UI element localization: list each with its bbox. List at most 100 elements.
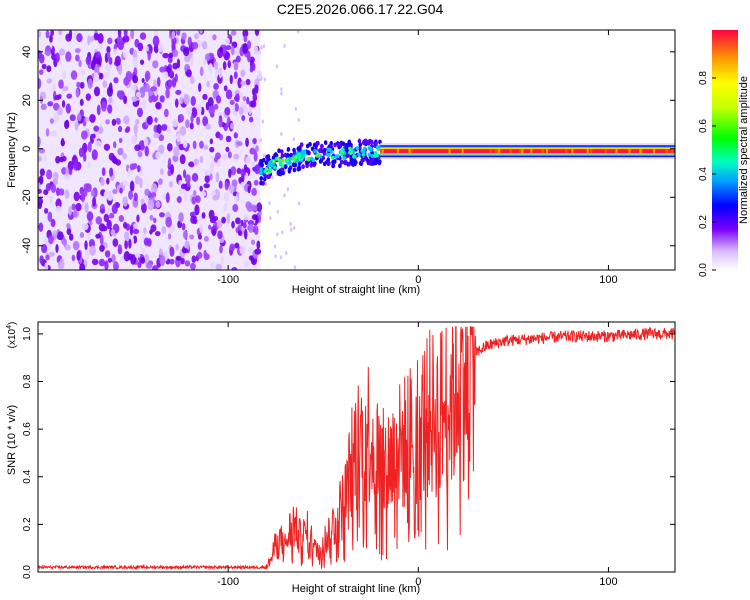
- spectrogram-noise-background: [38, 30, 261, 270]
- spectrogram-noise-blob: [166, 126, 171, 135]
- spectrogram-noise-blob: [137, 42, 144, 52]
- spectrogram-onset-blob: [277, 148, 281, 154]
- spectrogram-noise-blob: [264, 181, 268, 186]
- colorbar-tick-label: 0.6: [698, 119, 709, 133]
- spectrogram-noise-blob: [175, 244, 179, 251]
- spectrogram-onset-blob: [280, 153, 285, 159]
- spectrogram-onset-peak: [313, 149, 318, 154]
- spectrogram-onset-blob: [320, 144, 324, 150]
- spectrogram-onset-blob: [279, 149, 284, 155]
- spectrogram-noise-blob: [212, 34, 217, 41]
- spectrogram-noise-blob: [122, 222, 128, 229]
- spectrogram-noise-blob: [274, 254, 277, 259]
- spectrogram-noise-blob: [155, 102, 161, 110]
- spectrogram-noise-blob: [203, 235, 209, 242]
- spectrogram-noise-blob: [104, 250, 111, 258]
- spectrogram-noise-blob: [116, 35, 123, 45]
- spectrogram-noise-blob: [213, 103, 219, 110]
- spectrogram-noise-blob: [181, 32, 187, 40]
- spectrogram-noise-blob: [76, 113, 82, 122]
- spectrogram-onset-peak: [281, 158, 285, 163]
- spectrogram-noise-blob: [110, 229, 116, 236]
- spectrogram-noise-blob: [130, 30, 135, 40]
- snr-scale-label: (x104): [6, 322, 18, 349]
- spectrogram-noise-blob: [167, 79, 173, 88]
- snr-panel: -100 0 100 0.0 0.2 0.4 0.6 0.8 1.0 Height of str…: [6, 321, 676, 595]
- spectrogram-noise-blob: [122, 152, 127, 160]
- spectrogram-noise-blob: [45, 127, 50, 137]
- spectrogram-noise-blob: [235, 93, 240, 103]
- spectrogram-noise-blob: [159, 66, 166, 73]
- spectrogram-noise-blob: [106, 46, 111, 54]
- spectrogram-noise-blob: [92, 133, 96, 139]
- spectrogram-onset-blob: [347, 161, 352, 167]
- spectrogram-noise-blob: [180, 183, 187, 190]
- spectrogram-noise-blob: [131, 85, 137, 92]
- spectrogram-noise-blob: [65, 166, 69, 176]
- spectrogram-noise-blob: [135, 118, 140, 125]
- spectrogram-noise-blob: [208, 209, 215, 220]
- spectrogram-noise-blob: [185, 119, 190, 129]
- spectrogram-noise-blob: [107, 207, 111, 216]
- spectrogram-carrier-speckle: [586, 149, 589, 154]
- spectrogram-noise-blob: [182, 230, 188, 239]
- spectrogram-noise-blob: [233, 132, 238, 139]
- spectrogram-noise-blob: [46, 169, 53, 180]
- spectrogram-noise-blob: [124, 231, 130, 241]
- spectrogram-onset-peak: [272, 159, 276, 164]
- spectrogram-noise-blob: [38, 78, 42, 89]
- spectrogram-noise-blob: [257, 70, 263, 80]
- spectrogram-noise-blob: [247, 220, 255, 226]
- spectrogram-onset-blob: [309, 162, 313, 168]
- spectrogram-carrier-speckle: [615, 149, 618, 154]
- spectrogram-noise-blob: [192, 140, 197, 150]
- spectrogram-noise-blob: [139, 177, 143, 189]
- spectrogram-noise-blob: [171, 36, 177, 46]
- spectrogram-noise-blob: [52, 102, 60, 111]
- spectrogram-onset-blob: [333, 142, 337, 148]
- snr-xtick-label: 0: [415, 576, 421, 588]
- spectrogram-noise-blob: [232, 203, 239, 213]
- spectrogram-onset-blob: [360, 158, 364, 163]
- spectrogram-noise-blob: [174, 98, 179, 108]
- spectrogram-noise-blob: [251, 239, 256, 245]
- spectrogram-noise-blob: [48, 235, 54, 245]
- spectrogram-noise-blob: [38, 155, 43, 163]
- spectrogram-noise-blob: [104, 71, 110, 79]
- spectrogram-noise-blob: [196, 215, 203, 222]
- spectrogram-noise-blob: [50, 183, 57, 193]
- spectrogram-onset-blob: [301, 164, 305, 170]
- spectrogram-carrier-speckle: [590, 149, 593, 154]
- spectrogram-noise-blob: [250, 204, 258, 212]
- spectrogram-noise-blob: [193, 158, 199, 166]
- spectrogram-onset-blob: [367, 138, 372, 144]
- spectrogram-noise-blob: [182, 169, 187, 179]
- spectrogram-noise-blob: [161, 226, 167, 234]
- spectrogram-noise-blob: [253, 179, 259, 186]
- spectrogram-onset-peak: [331, 155, 335, 160]
- spectrogram-onset-peak: [259, 167, 263, 172]
- spectrogram-noise-blob: [222, 61, 227, 71]
- snr-axes: -100 0 100 0.0 0.2 0.4 0.6 0.8 1.0: [22, 322, 675, 588]
- spectrogram-noise-blob: [252, 137, 257, 145]
- spectrogram-noise-blob: [53, 178, 59, 185]
- spectrogram-noise-blob: [228, 184, 234, 194]
- spectrogram-noise-blob: [189, 56, 194, 67]
- spectrogram-noise-blob: [133, 223, 139, 229]
- spectrogram-noise-blob: [87, 161, 91, 168]
- spectrogram-noise-blob: [113, 261, 119, 270]
- spectrogram-noise-blob: [223, 192, 230, 200]
- spectrogram-noise-blob: [253, 45, 259, 56]
- spectrogram-noise-blob: [115, 117, 121, 125]
- spectrogram-noise-blob: [297, 201, 301, 206]
- spectrogram-noise-blob: [163, 108, 169, 118]
- colorbar: 0.0 0.2 0.4 0.6 0.8 Normalized spectral ampl…: [698, 30, 750, 277]
- spectrogram-noise-blob: [48, 251, 55, 257]
- spectrogram-noise-blob: [62, 70, 67, 80]
- spectrogram-carrier-speckle: [408, 149, 411, 154]
- spectrogram-noise-blob: [159, 254, 166, 266]
- spectrogram-noise-blob: [102, 80, 108, 88]
- spectrogram-noise-blob: [72, 240, 80, 251]
- spectrogram-noise-blob: [224, 180, 229, 191]
- spectrogram-noise-blob: [80, 130, 88, 140]
